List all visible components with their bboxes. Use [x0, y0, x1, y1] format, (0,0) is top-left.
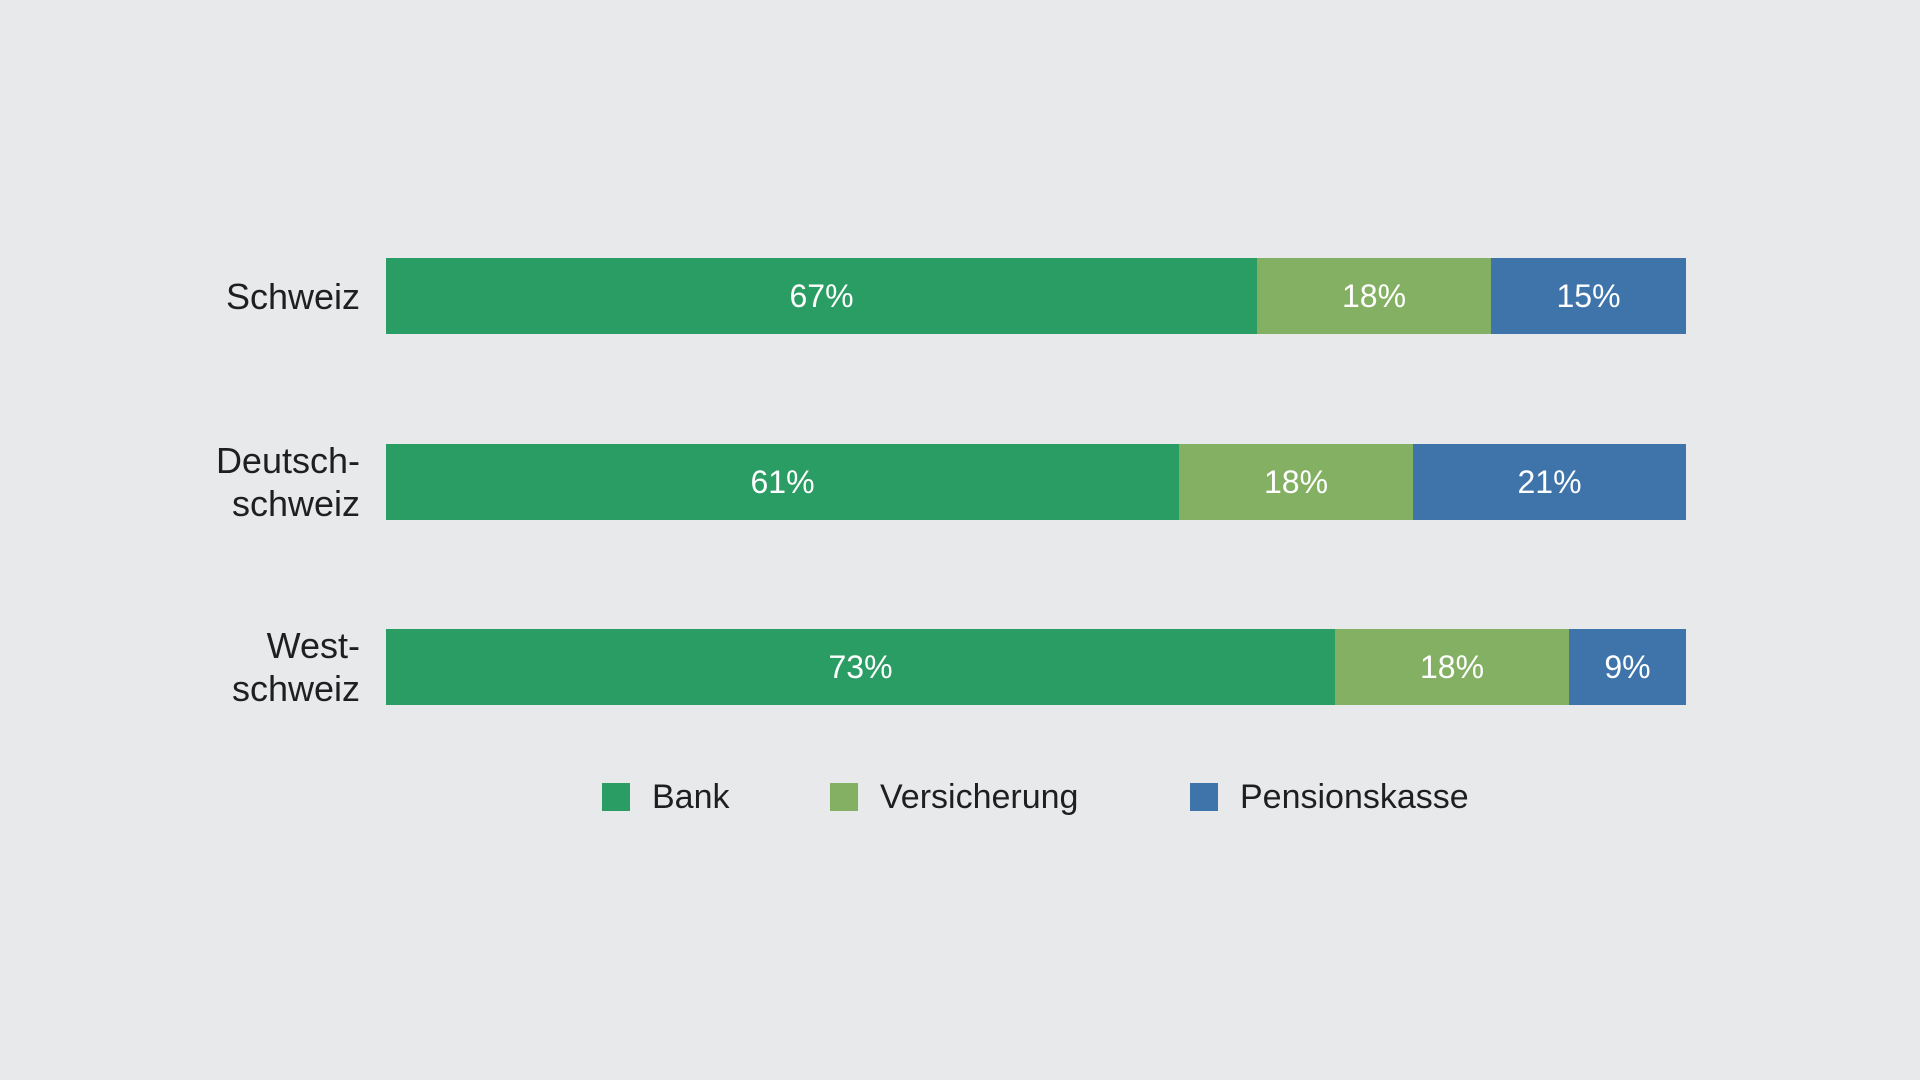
bar-segment-versicherung: 18%: [1257, 258, 1491, 334]
data-label: 9%: [1604, 648, 1651, 685]
legend-item-bank: Bank: [602, 774, 730, 820]
data-label: 21%: [1517, 463, 1582, 500]
bar-segment-versicherung: 18%: [1335, 629, 1569, 705]
legend-swatch: [830, 783, 858, 811]
category-label: West- schweiz: [231, 625, 360, 709]
data-label: 61%: [750, 463, 815, 500]
legend-label: Versicherung: [880, 777, 1079, 816]
stacked-bar: 73% 18% 9%: [386, 629, 1686, 705]
bar-segment-pensionskasse: 15%: [1491, 258, 1686, 334]
data-label: 73%: [828, 648, 893, 685]
chart-legend: Bank Versicherung Pensionskasse: [0, 774, 1920, 820]
category-label: Schweiz: [225, 275, 360, 317]
legend-swatch: [602, 783, 630, 811]
category-label: Deutsch- schweiz: [215, 440, 360, 524]
legend-item-pensionskasse: Pensionskasse: [1190, 774, 1469, 820]
data-label: 18%: [1263, 463, 1329, 500]
bar-segment-pensionskasse: 9%: [1569, 629, 1686, 705]
data-label: 67%: [789, 277, 854, 314]
bar-segment-pensionskasse: 21%: [1413, 444, 1686, 520]
stacked-bar: 67% 18% 15%: [386, 258, 1686, 334]
bar-row: Deutsch- schweiz 61% 18% 21%: [0, 440, 1920, 524]
legend-swatch: [1190, 783, 1218, 811]
bar-segment-bank: 73%: [386, 629, 1335, 705]
legend-label: Bank: [652, 777, 730, 816]
bar-segment-bank: 67%: [386, 258, 1257, 334]
data-label: 18%: [1341, 277, 1407, 314]
bar-row: West- schweiz 73% 18% 9%: [0, 625, 1920, 709]
legend-item-versicherung: Versicherung: [830, 774, 1078, 820]
legend-label: Pensionskasse: [1240, 777, 1469, 816]
bar-row: Schweiz 67% 18% 15%: [0, 258, 1920, 334]
stacked-bar: 61% 18% 21%: [386, 444, 1686, 520]
bar-segment-bank: 61%: [386, 444, 1179, 520]
data-label: 15%: [1556, 277, 1621, 314]
bar-segment-versicherung: 18%: [1179, 444, 1413, 520]
data-label: 18%: [1419, 648, 1485, 685]
